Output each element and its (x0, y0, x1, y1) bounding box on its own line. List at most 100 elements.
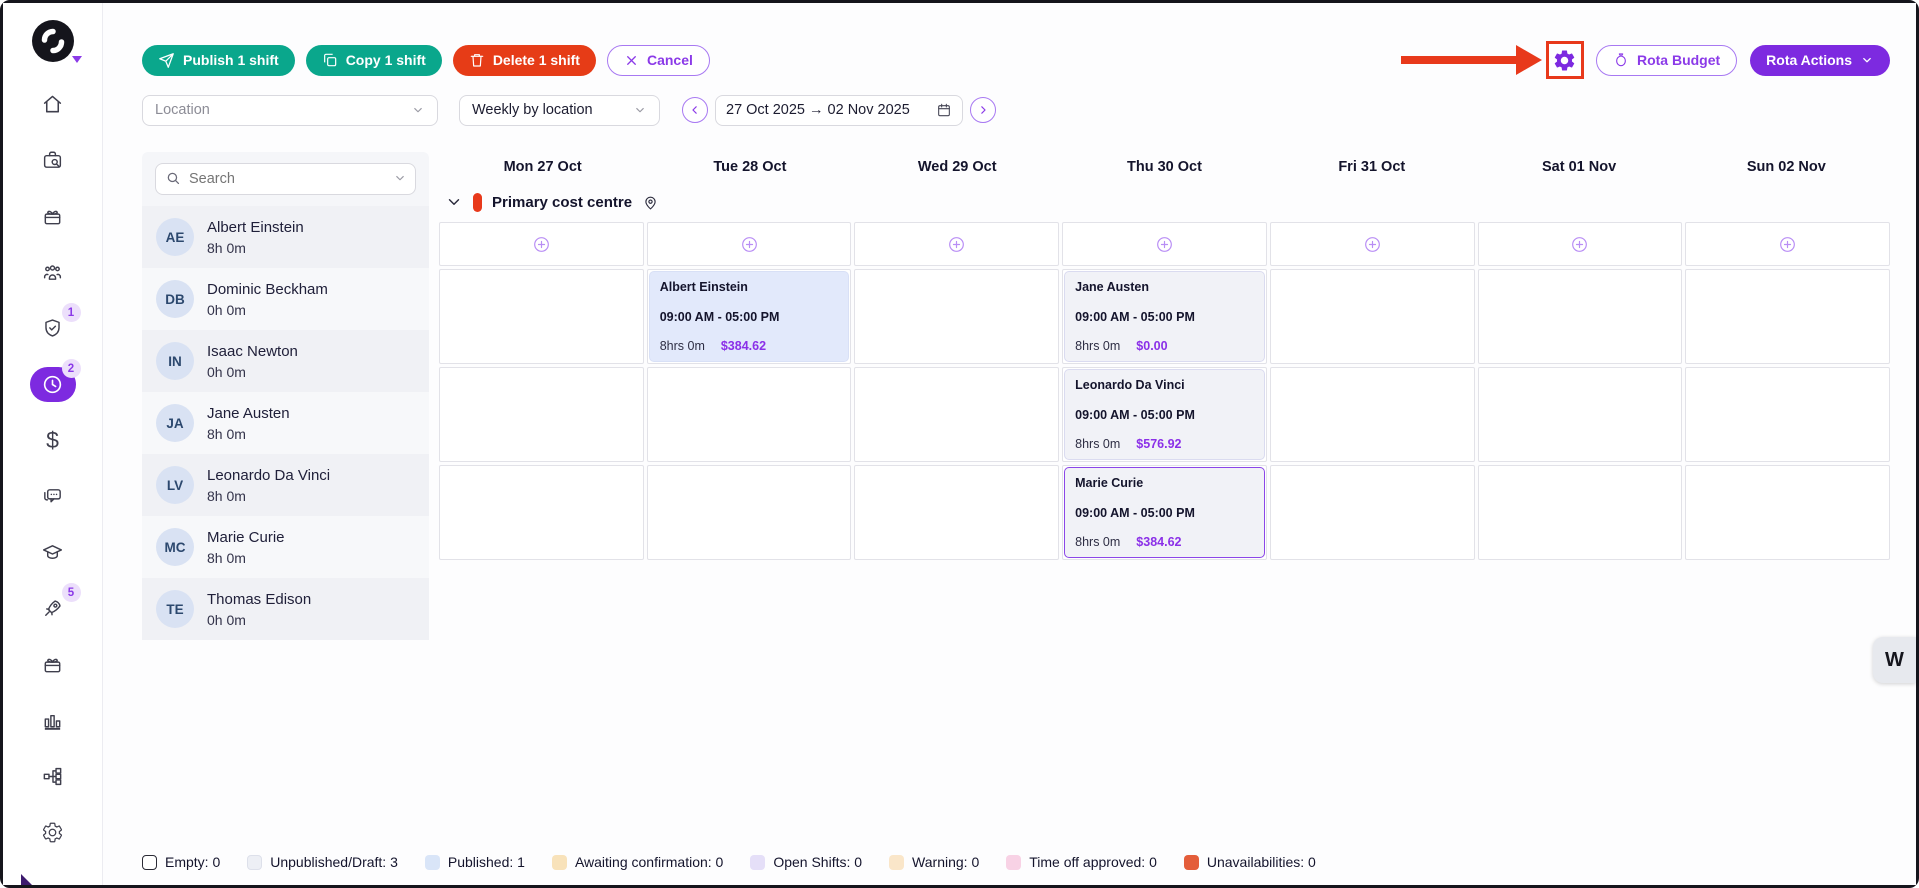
view-mode-select[interactable]: Weekly by location (459, 94, 660, 126)
cost-centre-color-pill (473, 192, 482, 212)
empty-shift-cell[interactable] (854, 269, 1060, 364)
location-select[interactable]: Location (142, 94, 438, 126)
add-circle-icon (1572, 236, 1588, 252)
sidebar-item-recruitment[interactable] (30, 143, 76, 178)
shift-cost: $384.62 (1136, 535, 1182, 549)
empty-shift-cell[interactable] (646, 367, 852, 462)
shift-employee: Jane Austen (1075, 280, 1150, 294)
avatar: AE (156, 218, 194, 256)
search-input[interactable] (155, 163, 416, 195)
briefcase-gift-icon (44, 210, 61, 225)
add-shift-cell[interactable] (1685, 222, 1890, 266)
sidebar-item-reports[interactable] (30, 703, 76, 738)
annotation-arrow (1400, 45, 1542, 75)
chevron-down-icon (448, 199, 460, 205)
sidebar-item-goals[interactable]: 5 (30, 583, 81, 626)
empty-shift-cell[interactable] (1269, 367, 1475, 462)
add-shift-cell[interactable] (854, 222, 1060, 266)
empty-shift-cell[interactable] (1685, 269, 1890, 364)
home-icon (43, 95, 62, 113)
chevron-left-icon (692, 106, 697, 114)
side-widget-label: W (1885, 648, 1904, 671)
sidebar-item-home[interactable] (30, 87, 76, 122)
sidebar-item-learning[interactable] (30, 535, 76, 570)
sidebar-item-settings[interactable] (30, 815, 76, 850)
empty-shift-cell[interactable] (1685, 465, 1890, 560)
copy-icon (323, 53, 336, 67)
chevron-down-icon[interactable] (393, 171, 407, 185)
employee-row[interactable]: TE Thomas Edison 0h 0m (142, 578, 429, 640)
app-logo[interactable] (31, 19, 82, 63)
sidebar-item-payroll[interactable]: $ (30, 423, 76, 458)
avatar: LV (156, 466, 194, 504)
location-placeholder: Location (155, 102, 210, 118)
previous-week-button[interactable] (682, 97, 708, 123)
shift-card[interactable]: Albert Einstein 09:00 AM - 05:00 PM 8hrs… (648, 271, 850, 362)
main-content: Publish 1 shift Copy 1 shift Delete 1 sh… (102, 3, 1916, 885)
empty-shift-cell[interactable] (646, 465, 852, 560)
side-widget-button[interactable]: W (1873, 637, 1916, 683)
sidebar-item-org-chart[interactable] (30, 759, 76, 794)
employee-row[interactable]: AE Albert Einstein 8h 0m (142, 206, 429, 268)
legend-swatch (247, 854, 263, 870)
employee-name: Isaac Newton (207, 342, 298, 360)
shift-card[interactable]: Leonardo Da Vinci 09:00 AM - 05:00 PM 8h… (1064, 369, 1265, 460)
sidebar-item-benefits[interactable] (30, 647, 76, 682)
employee-name: Dominic Beckham (207, 280, 328, 298)
empty-shift-cell[interactable] (439, 465, 644, 560)
trash-icon (470, 54, 484, 67)
rota-board: AE Albert Einstein 8h 0m DB Dominic Beck… (142, 152, 1890, 640)
sidebar-item-time-attendance[interactable]: 2 (29, 359, 81, 402)
calendar-icon (938, 103, 950, 117)
add-shift-cell[interactable] (1062, 222, 1267, 266)
empty-shift-cell[interactable] (1477, 367, 1683, 462)
collapse-group-button[interactable] (445, 193, 463, 211)
sidebar-item-team[interactable] (30, 255, 76, 290)
empty-shift-cell[interactable] (1269, 269, 1475, 364)
employee-row[interactable]: IN Isaac Newton 0h 0m (142, 330, 429, 392)
empty-shift-cell[interactable] (439, 269, 644, 364)
chevron-down-icon (636, 107, 644, 113)
sidebar-item-messages[interactable] (30, 479, 76, 514)
empty-shift-cell[interactable] (1477, 269, 1683, 364)
clock-icon (43, 375, 62, 394)
copy-shift-button[interactable]: Copy 1 shift (305, 44, 442, 76)
rota-budget-button[interactable]: Rota Budget (1595, 44, 1738, 76)
delete-shift-button[interactable]: Delete 1 shift (452, 44, 596, 76)
legend-label: Published: 1 (447, 854, 525, 870)
empty-shift-cell[interactable] (439, 367, 644, 462)
empty-shift-cell[interactable] (1269, 465, 1475, 560)
employee-row[interactable]: DB Dominic Beckham 0h 0m (142, 268, 429, 330)
day-header: Sun 02 Nov (1746, 159, 1826, 175)
add-shift-cell[interactable] (1477, 222, 1683, 266)
legend-item: Published: 1 (424, 854, 525, 870)
shift-card-selected[interactable]: Marie Curie 09:00 AM - 05:00 PM 8hrs 0m … (1064, 467, 1265, 558)
empty-shift-cell[interactable] (854, 367, 1060, 462)
shift-grid: Albert Einstein 09:00 AM - 05:00 PM 8hrs… (439, 222, 1890, 560)
empty-shift-cell[interactable] (854, 465, 1060, 560)
legend-item: Unavailabilities: 0 (1183, 854, 1316, 870)
add-shift-cell[interactable] (1269, 222, 1475, 266)
rota-actions-button[interactable]: Rota Actions (1750, 44, 1890, 76)
sidebar-item-work[interactable] (30, 199, 76, 234)
dollar-icon: $ (46, 427, 59, 453)
publish-shift-button[interactable]: Publish 1 shift (142, 44, 295, 76)
day-header: Mon 27 Oct (503, 159, 582, 175)
shift-card[interactable]: Jane Austen 09:00 AM - 05:00 PM 8hrs 0m … (1064, 271, 1265, 362)
cancel-button[interactable]: Cancel (606, 44, 710, 76)
add-circle-icon (1364, 236, 1380, 252)
date-range-picker[interactable]: 27 Oct 2025 → 02 Nov 2025 (715, 94, 963, 126)
rota-settings-button[interactable] (1545, 41, 1584, 79)
shift-cell: Leonardo Da Vinci 09:00 AM - 05:00 PM 8h… (1062, 367, 1267, 462)
empty-shift-cell[interactable] (1685, 367, 1890, 462)
shift-time: 09:00 AM - 05:00 PM (1075, 309, 1195, 324)
employee-row[interactable]: LV Leonardo Da Vinci 8h 0m (142, 454, 429, 516)
employee-row[interactable]: MC Marie Curie 8h 0m (142, 516, 429, 578)
empty-shift-cell[interactable] (1477, 465, 1683, 560)
employee-row[interactable]: JA Jane Austen 8h 0m (142, 392, 429, 454)
add-shift-cell[interactable] (439, 222, 644, 266)
sidebar-item-approvals[interactable]: 1 (30, 303, 81, 346)
next-week-button[interactable] (970, 97, 996, 123)
legend-label: Empty: 0 (165, 854, 221, 870)
add-shift-cell[interactable] (646, 222, 852, 266)
